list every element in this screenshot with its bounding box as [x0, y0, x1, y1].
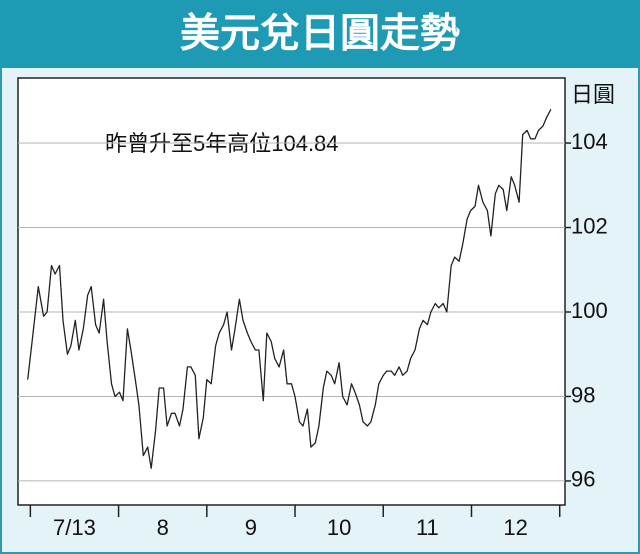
- x-tick-label: 9: [245, 515, 257, 540]
- x-tick-label: 10: [327, 515, 351, 540]
- y-axis-label: 日圓: [571, 82, 615, 107]
- x-tick-label: 11: [416, 515, 439, 540]
- y-tick-label: 98: [571, 382, 595, 407]
- y-tick-label: 104: [571, 129, 608, 154]
- price-line: [27, 108, 552, 469]
- y-tick-label: 102: [571, 213, 608, 238]
- x-tick-label: 7/13: [53, 515, 96, 540]
- title-bar: [0, 0, 640, 68]
- y-tick-label: 96: [571, 467, 595, 492]
- x-tick-label: 12: [503, 515, 527, 540]
- y-tick-label: 100: [571, 298, 608, 323]
- x-tick-label: 8: [157, 515, 169, 540]
- chart-title: 美元兌日圓走勢: [180, 12, 460, 56]
- plot-area: [17, 77, 566, 506]
